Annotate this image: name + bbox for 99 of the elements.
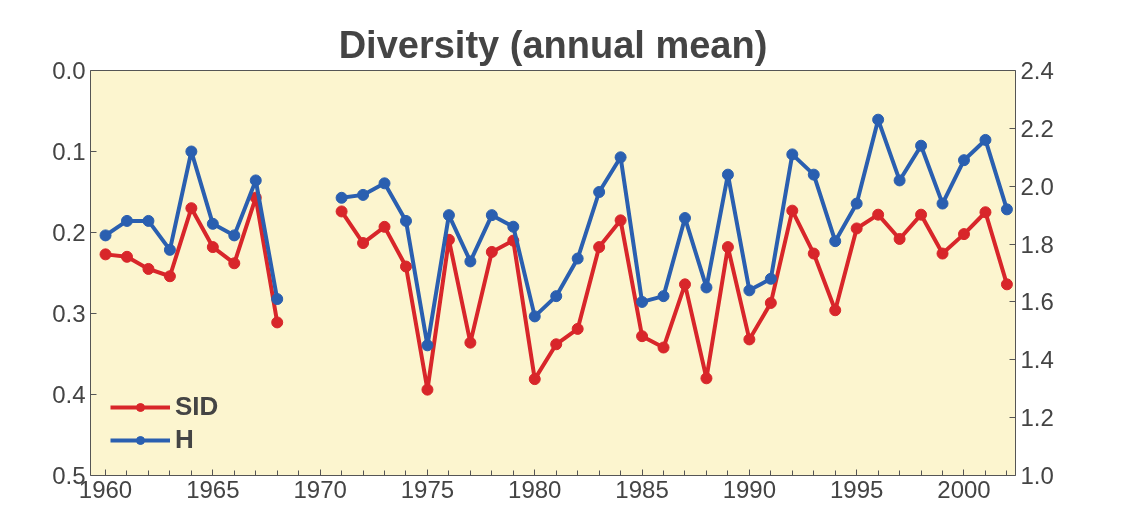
- point: [872, 113, 885, 126]
- point: [163, 243, 176, 256]
- point: [357, 237, 370, 250]
- point: [550, 338, 563, 351]
- point: [571, 252, 584, 265]
- point: [957, 228, 970, 241]
- point: [915, 139, 928, 152]
- y2-tick-label: 1.2: [1020, 404, 1054, 432]
- point: [657, 290, 670, 303]
- x-tick-label: 1995: [829, 475, 884, 503]
- point: [1000, 203, 1013, 216]
- point: [743, 333, 756, 346]
- y2-tick-label: 2.4: [1020, 57, 1054, 84]
- point: [163, 270, 176, 283]
- point: [206, 217, 219, 230]
- point: [593, 241, 606, 254]
- point: [915, 208, 928, 221]
- x-tick-label: 1980: [508, 475, 562, 503]
- point: [399, 260, 412, 273]
- y-tick-label: 0.2: [52, 219, 86, 246]
- point: [936, 247, 949, 260]
- point: [743, 284, 756, 297]
- point: [485, 209, 498, 222]
- point: [206, 241, 219, 254]
- point: [1000, 278, 1013, 291]
- point: [979, 133, 992, 146]
- point: [378, 220, 391, 233]
- point: [228, 229, 241, 242]
- y2-tick-label: 1.6: [1020, 288, 1054, 316]
- point: [979, 206, 992, 219]
- point: [764, 296, 777, 309]
- y2-tick-label: 2.2: [1020, 114, 1054, 142]
- point: [829, 304, 842, 317]
- text: 1.0: [1020, 462, 1054, 489]
- point: [593, 186, 606, 198]
- point: [249, 174, 262, 187]
- point: [786, 204, 799, 217]
- x-tick-label: 2000: [937, 475, 991, 503]
- text: 0.0: [52, 57, 86, 84]
- point: [142, 214, 155, 227]
- point: [421, 339, 434, 352]
- point: [571, 322, 584, 335]
- point: [421, 383, 434, 396]
- point: [464, 255, 477, 268]
- point: [850, 197, 863, 210]
- x-tick-label: 1975: [400, 475, 455, 503]
- point: [99, 229, 112, 242]
- point: [120, 214, 133, 227]
- point: [872, 208, 885, 221]
- point: [636, 330, 649, 343]
- point: [786, 148, 799, 161]
- point: [335, 191, 348, 204]
- x-tick-label: 1965: [186, 475, 240, 503]
- point: [807, 247, 820, 260]
- chart-title: Diversity (annual mean): [338, 23, 768, 66]
- point: [507, 220, 520, 233]
- point: [378, 177, 391, 190]
- point: [614, 151, 627, 164]
- point: [636, 295, 649, 308]
- point: [185, 145, 198, 158]
- y-tick-label: 0.4: [52, 381, 86, 408]
- legend-label: H: [175, 424, 195, 455]
- point: [700, 372, 713, 385]
- point: [185, 202, 198, 215]
- point: [271, 316, 284, 329]
- point: [614, 214, 627, 227]
- point: [957, 154, 970, 167]
- y2-tick-label: 1.8: [1020, 230, 1054, 258]
- point: [807, 168, 820, 181]
- point: [721, 168, 734, 181]
- point: [850, 222, 863, 235]
- y2-tick-label: 1.4: [1020, 346, 1054, 374]
- point: [893, 174, 906, 187]
- x-tick-label: 1970: [293, 475, 347, 503]
- point: [936, 197, 949, 210]
- y-tick-label: 0.3: [52, 300, 86, 327]
- point: [357, 188, 370, 201]
- point: [700, 281, 713, 294]
- point: [528, 310, 541, 323]
- point: [657, 341, 670, 354]
- point: [893, 232, 906, 245]
- point: [829, 235, 842, 248]
- point: [142, 262, 155, 275]
- y-tick-label: 0.1: [52, 138, 86, 165]
- point: [335, 205, 348, 218]
- point: [528, 373, 541, 386]
- point: [399, 214, 412, 227]
- point: [550, 290, 563, 303]
- point: [228, 257, 241, 270]
- point: [764, 272, 777, 285]
- point: [485, 245, 498, 258]
- legend-label: SID: [175, 391, 219, 422]
- point: [120, 250, 133, 263]
- point: [99, 248, 112, 261]
- text: 2.0: [1020, 172, 1054, 200]
- point: [464, 336, 477, 349]
- x-tick-label: 1990: [722, 475, 777, 503]
- point: [271, 293, 284, 306]
- x-tick-label: 1985: [615, 475, 669, 503]
